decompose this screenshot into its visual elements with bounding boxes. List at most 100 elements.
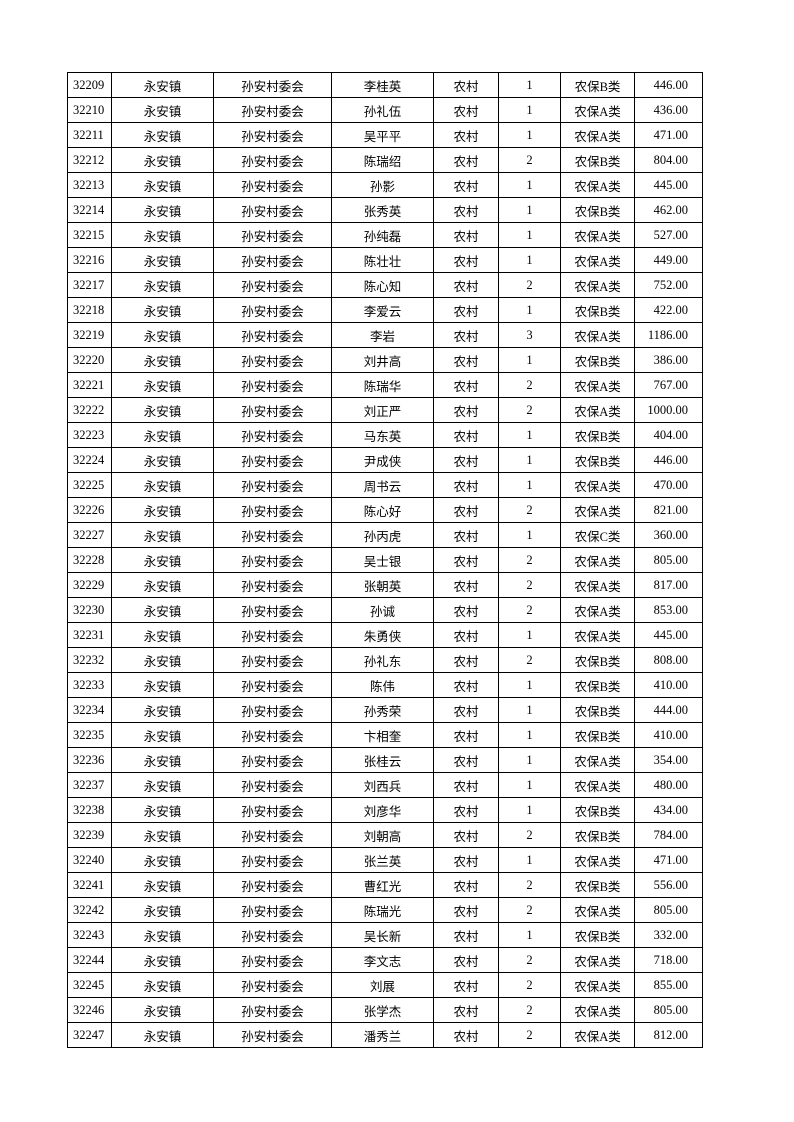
area-type: 农村 xyxy=(433,697,499,723)
household-count: 2 xyxy=(498,497,561,523)
household-count: 1 xyxy=(498,797,561,823)
village-committee: 孙安村委会 xyxy=(213,597,332,623)
record-id: 32218 xyxy=(67,297,112,323)
village-committee: 孙安村委会 xyxy=(213,747,332,773)
town: 永安镇 xyxy=(111,522,214,548)
village-committee: 孙安村委会 xyxy=(213,347,332,373)
amount: 480.00 xyxy=(634,772,703,798)
village-committee: 孙安村委会 xyxy=(213,447,332,473)
amount: 804.00 xyxy=(634,147,703,173)
area-type: 农村 xyxy=(433,397,499,423)
record-id: 32221 xyxy=(67,372,112,398)
household-count: 2 xyxy=(498,597,561,623)
village-committee: 孙安村委会 xyxy=(213,397,332,423)
household-count: 1 xyxy=(498,772,561,798)
table-row: 32215 永安镇 孙安村委会 孙纯磊 农村 1 农保A类 527.00 xyxy=(67,222,703,248)
town: 永安镇 xyxy=(111,147,214,173)
insurance-type: 农保B类 xyxy=(560,72,635,98)
town: 永安镇 xyxy=(111,447,214,473)
insurance-type: 农保A类 xyxy=(560,372,635,398)
table-row: 32223 永安镇 孙安村委会 马东英 农村 1 农保B类 404.00 xyxy=(67,422,703,448)
area-type: 农村 xyxy=(433,297,499,323)
person-name: 尹成侠 xyxy=(331,447,434,473)
household-count: 1 xyxy=(498,847,561,873)
insurance-type: 农保A类 xyxy=(560,897,635,923)
village-committee: 孙安村委会 xyxy=(213,372,332,398)
table-row: 32222 永安镇 孙安村委会 刘正严 农村 2 农保A类 1000.00 xyxy=(67,397,703,423)
person-name: 刘西兵 xyxy=(331,772,434,798)
table-row: 32226 永安镇 孙安村委会 陈心好 农村 2 农保A类 821.00 xyxy=(67,497,703,523)
amount: 445.00 xyxy=(634,172,703,198)
record-id: 32213 xyxy=(67,172,112,198)
area-type: 农村 xyxy=(433,672,499,698)
amount: 445.00 xyxy=(634,622,703,648)
person-name: 孙秀荣 xyxy=(331,697,434,723)
record-id: 32220 xyxy=(67,347,112,373)
person-name: 马东英 xyxy=(331,422,434,448)
record-id: 32232 xyxy=(67,647,112,673)
household-count: 1 xyxy=(498,622,561,648)
household-count: 2 xyxy=(498,147,561,173)
table-row: 32216 永安镇 孙安村委会 陈壮壮 农村 1 农保A类 449.00 xyxy=(67,247,703,273)
village-committee: 孙安村委会 xyxy=(213,872,332,898)
town: 永安镇 xyxy=(111,1022,214,1048)
table-row: 32219 永安镇 孙安村委会 李岩 农村 3 农保A类 1186.00 xyxy=(67,322,703,348)
person-name: 李岩 xyxy=(331,322,434,348)
area-type: 农村 xyxy=(433,522,499,548)
household-count: 1 xyxy=(498,747,561,773)
record-id: 32240 xyxy=(67,847,112,873)
record-id: 32224 xyxy=(67,447,112,473)
record-id: 32217 xyxy=(67,272,112,298)
insurance-type: 农保A类 xyxy=(560,547,635,573)
area-type: 农村 xyxy=(433,922,499,948)
town: 永安镇 xyxy=(111,997,214,1023)
amount: 821.00 xyxy=(634,497,703,523)
insurance-type: 农保A类 xyxy=(560,772,635,798)
town: 永安镇 xyxy=(111,297,214,323)
village-committee: 孙安村委会 xyxy=(213,97,332,123)
household-count: 2 xyxy=(498,822,561,848)
person-name: 陈伟 xyxy=(331,672,434,698)
village-committee: 孙安村委会 xyxy=(213,822,332,848)
records-table: 32209 永安镇 孙安村委会 李桂英 农村 1 农保B类 446.00 32210 永安镇 孙安村… xyxy=(67,72,703,1048)
person-name: 陈瑞绍 xyxy=(331,147,434,173)
table-body: 32209 永安镇 孙安村委会 李桂英 农村 1 农保B类 446.00 32210 永安镇 孙安村… xyxy=(67,72,703,1048)
village-committee: 孙安村委会 xyxy=(213,147,332,173)
town: 永安镇 xyxy=(111,922,214,948)
insurance-type: 农保A类 xyxy=(560,497,635,523)
town: 永安镇 xyxy=(111,72,214,98)
amount: 556.00 xyxy=(634,872,703,898)
area-type: 农村 xyxy=(433,322,499,348)
village-committee: 孙安村委会 xyxy=(213,697,332,723)
insurance-type: 农保C类 xyxy=(560,522,635,548)
village-committee: 孙安村委会 xyxy=(213,272,332,298)
record-id: 32239 xyxy=(67,822,112,848)
insurance-type: 农保A类 xyxy=(560,1022,635,1048)
table-row: 32240 永安镇 孙安村委会 张兰英 农村 1 农保A类 471.00 xyxy=(67,847,703,873)
record-id: 32241 xyxy=(67,872,112,898)
town: 永安镇 xyxy=(111,872,214,898)
person-name: 孙纯磊 xyxy=(331,222,434,248)
household-count: 1 xyxy=(498,347,561,373)
record-id: 32231 xyxy=(67,622,112,648)
person-name: 曹红光 xyxy=(331,872,434,898)
person-name: 李文志 xyxy=(331,947,434,973)
household-count: 1 xyxy=(498,222,561,248)
area-type: 农村 xyxy=(433,372,499,398)
amount: 410.00 xyxy=(634,722,703,748)
household-count: 2 xyxy=(498,872,561,898)
town: 永安镇 xyxy=(111,897,214,923)
insurance-type: 农保A类 xyxy=(560,172,635,198)
village-committee: 孙安村委会 xyxy=(213,772,332,798)
person-name: 陈心知 xyxy=(331,272,434,298)
household-count: 2 xyxy=(498,572,561,598)
household-count: 1 xyxy=(498,297,561,323)
insurance-type: 农保B类 xyxy=(560,147,635,173)
record-id: 32245 xyxy=(67,972,112,998)
town: 永安镇 xyxy=(111,372,214,398)
person-name: 陈瑞华 xyxy=(331,372,434,398)
town: 永安镇 xyxy=(111,572,214,598)
village-committee: 孙安村委会 xyxy=(213,172,332,198)
table-row: 32238 永安镇 孙安村委会 刘彦华 农村 1 农保B类 434.00 xyxy=(67,797,703,823)
household-count: 1 xyxy=(498,472,561,498)
